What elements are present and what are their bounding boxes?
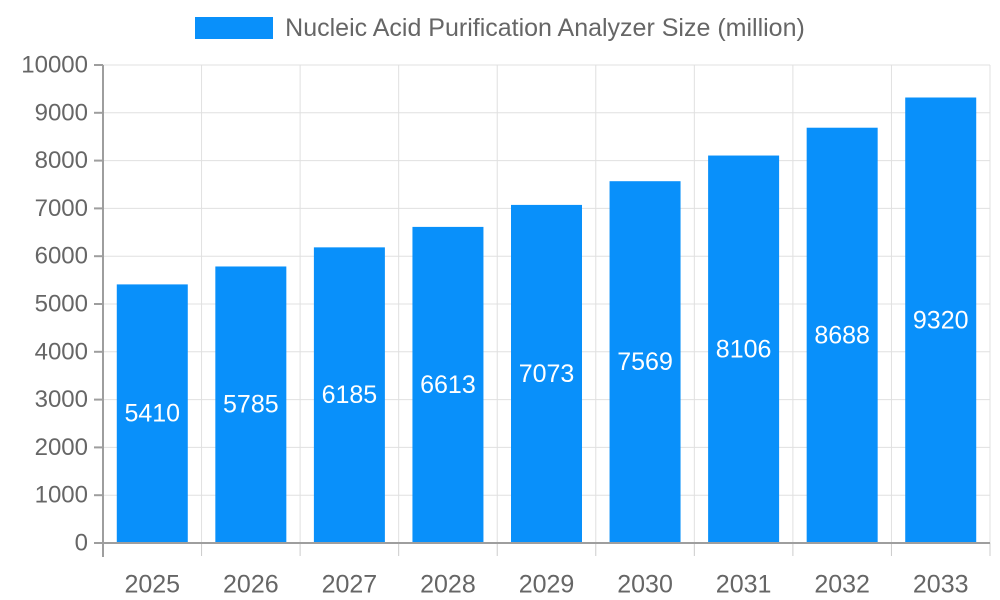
x-axis-label: 2026 [223, 571, 279, 599]
bar-2029[interactable] [511, 204, 582, 544]
bar-value-label: 9320 [913, 306, 969, 334]
y-axis-label: 8000 [35, 147, 88, 174]
y-axis-label: 5000 [35, 291, 88, 318]
x-axis-label: 2027 [322, 571, 378, 599]
y-axis-label: 0 [75, 530, 88, 557]
bar-value-label: 8106 [716, 335, 772, 363]
bar-2025[interactable] [116, 284, 188, 543]
bar-value-label: 6613 [420, 371, 476, 399]
bar-2030[interactable] [609, 181, 681, 544]
y-axis-label: 3000 [35, 386, 88, 413]
legend-item[interactable]: Nucleic Acid Purification Analyzer Size … [0, 14, 1000, 42]
legend-label: Nucleic Acid Purification Analyzer Size … [285, 14, 805, 42]
bar-2028[interactable] [412, 226, 484, 543]
bar-value-label: 8688 [814, 321, 870, 349]
x-axis-label: 2028 [420, 571, 476, 599]
y-axis-label: 6000 [35, 243, 88, 270]
y-axis-label: 9000 [35, 99, 88, 126]
bar-value-label: 5410 [124, 400, 180, 428]
bar-2027[interactable] [313, 247, 385, 543]
y-axis-label: 4000 [35, 338, 88, 365]
legend-swatch [195, 17, 274, 39]
x-axis-label: 2025 [124, 571, 180, 599]
bar-value-label: 7073 [519, 360, 575, 388]
bar-value-label: 5785 [223, 391, 279, 419]
x-axis-label: 2029 [519, 571, 575, 599]
bar-2031[interactable] [708, 155, 780, 543]
y-axis-label: 2000 [35, 434, 88, 461]
y-axis-label: 1000 [35, 482, 88, 509]
bar-2026[interactable] [215, 266, 287, 543]
y-axis-label: 10000 [21, 52, 88, 79]
bar-value-label: 6185 [322, 381, 378, 409]
x-axis-label: 2030 [617, 571, 673, 599]
x-axis-label: 2033 [913, 571, 969, 599]
x-axis-label: 2031 [716, 571, 772, 599]
bar-2032[interactable] [806, 127, 878, 544]
bar-2033[interactable] [905, 97, 977, 543]
y-axis-label: 7000 [35, 195, 88, 222]
bar-value-label: 7569 [617, 348, 673, 376]
x-axis-label: 2032 [814, 571, 870, 599]
